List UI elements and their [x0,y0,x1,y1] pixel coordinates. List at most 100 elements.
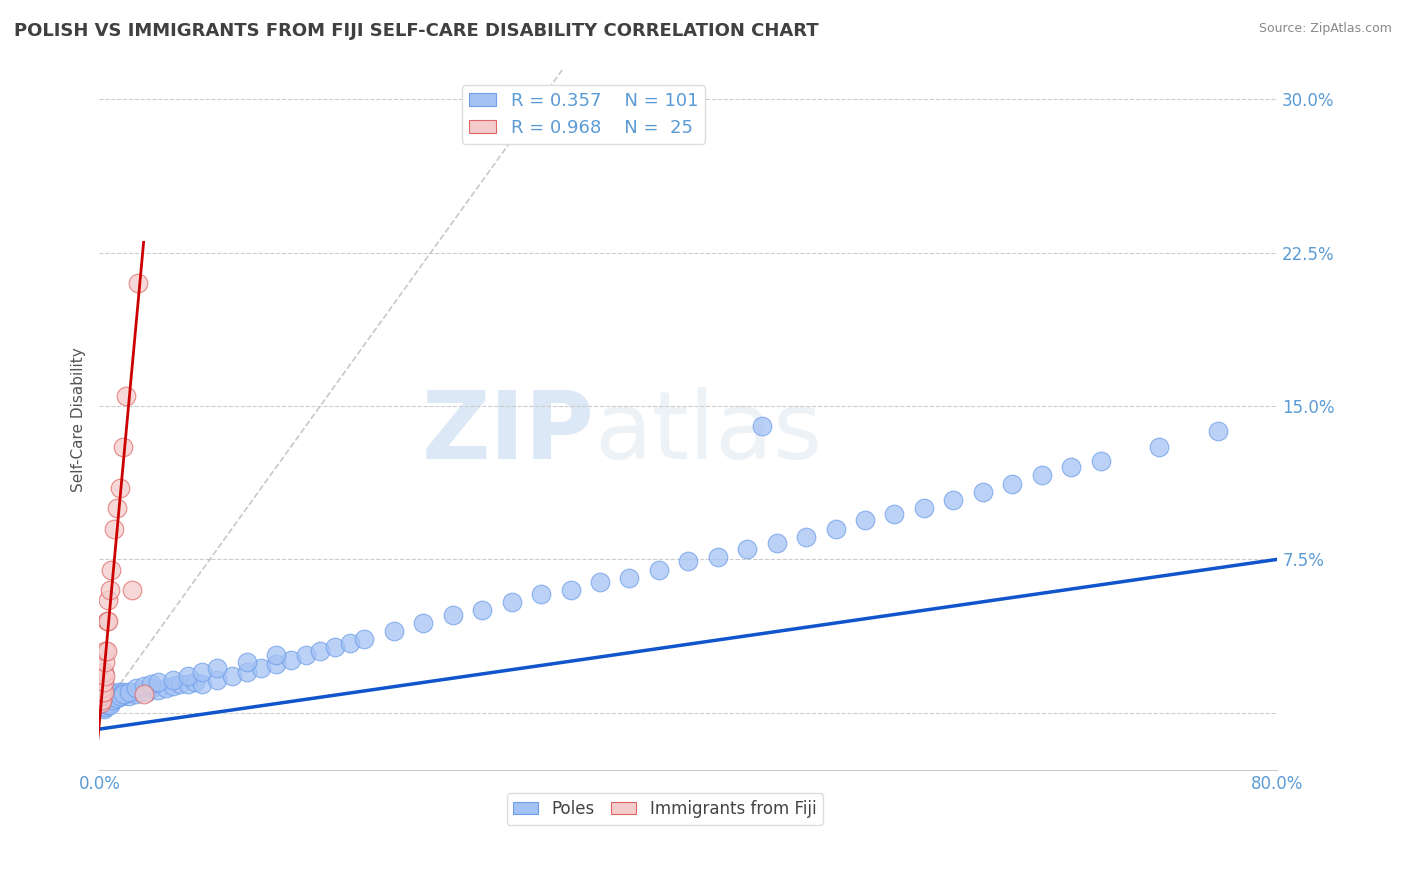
Point [90,696,112,710]
Point [148,683,170,698]
Point [132,679,155,693]
Point [205,661,228,675]
Point [111,687,134,701]
Point [309,644,332,658]
Point [105,691,128,706]
Point [129,685,152,699]
Point [94,698,117,712]
Point [100,685,122,699]
Point [1031,468,1053,483]
Point [135,685,157,699]
Point [735,542,758,557]
Point [707,550,730,565]
Point [132,687,155,701]
Point [108,481,131,495]
Y-axis label: Self-Care Disability: Self-Care Disability [72,347,86,491]
Point [382,624,405,638]
Point [105,501,128,516]
Point [90,699,112,714]
Point [100,696,122,710]
Point [127,277,149,291]
Point [94,693,117,707]
Point [97,593,120,607]
Point [294,648,316,663]
Point [93,685,115,699]
Point [94,669,117,683]
Point [93,685,115,699]
Point [103,691,125,706]
Point [883,508,905,522]
Point [853,514,876,528]
Point [471,603,494,617]
Point [353,632,375,646]
Point [501,595,523,609]
Point [184,675,207,690]
Point [98,687,121,701]
Point [91,690,114,704]
Point [678,554,700,568]
Point [250,661,273,675]
Point [155,681,177,696]
Point [93,696,115,710]
Point [100,563,122,577]
Point [824,522,846,536]
Point [235,655,257,669]
Point [97,696,120,710]
Point [111,685,134,699]
Point [98,696,121,710]
Point [91,693,114,707]
Point [91,685,114,699]
Point [169,677,191,691]
Point [619,571,641,585]
Point [205,673,228,687]
Point [96,698,118,712]
Point [96,644,118,658]
Point [115,687,138,701]
Point [972,484,994,499]
Point [121,582,143,597]
Point [96,685,118,699]
Point [1001,476,1024,491]
Text: atlas: atlas [595,387,823,479]
Point [530,587,553,601]
Point [264,657,287,671]
Point [191,665,214,679]
Point [648,563,671,577]
Point [98,582,121,597]
Point [104,690,127,704]
Point [177,669,200,683]
Point [93,699,115,714]
Legend: Poles, Immigrants from Fiji: Poles, Immigrants from Fiji [506,794,823,825]
Point [162,679,184,693]
Point [148,675,170,690]
Point [1208,424,1230,438]
Point [93,665,115,679]
Point [91,698,114,712]
Point [94,644,117,658]
Text: POLISH VS IMMIGRANTS FROM FIJI SELF-CARE DISABILITY CORRELATION CHART: POLISH VS IMMIGRANTS FROM FIJI SELF-CARE… [14,22,818,40]
Point [141,681,163,696]
Point [91,693,114,707]
Point [162,673,184,687]
Point [94,687,117,701]
Point [111,440,134,454]
Point [94,655,117,669]
Point [912,501,935,516]
Point [93,675,115,690]
Point [125,681,148,696]
Point [93,701,115,715]
Point [96,691,118,706]
Text: ZIP: ZIP [422,387,595,479]
Point [339,636,361,650]
Point [93,691,115,706]
Point [98,698,121,712]
Point [221,669,243,683]
Point [110,690,132,704]
Point [97,614,120,628]
Point [765,536,787,550]
Point [264,648,287,663]
Point [1060,460,1083,475]
Point [96,698,118,712]
Point [108,690,131,704]
Point [91,681,114,696]
